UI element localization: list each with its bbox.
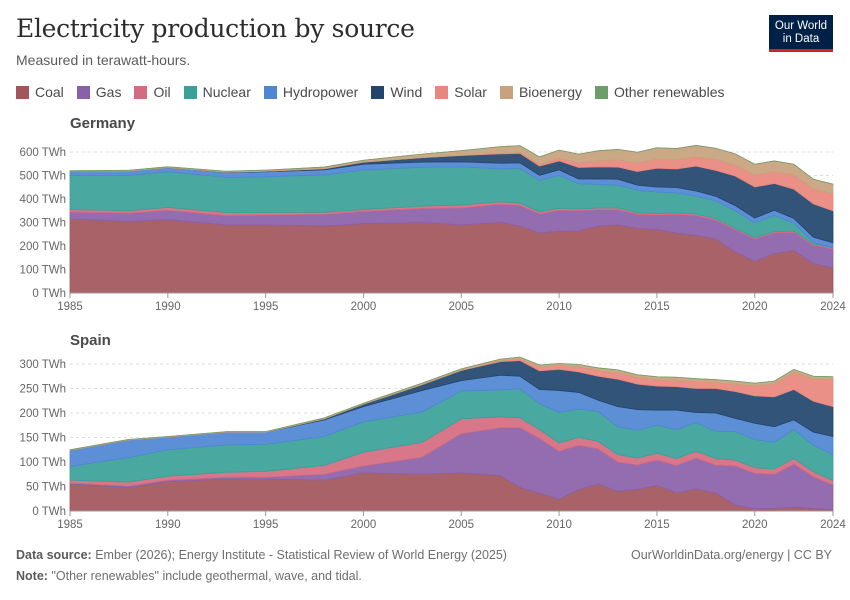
- y-tick-label: 100 TWh: [20, 265, 66, 277]
- legend-item-solar[interactable]: Solar: [435, 84, 487, 100]
- legend-item-bioenergy[interactable]: Bioenergy: [499, 84, 582, 100]
- chart-legend: Coal Gas Oil Nuclear Hydropower Wind Solar Bioe…: [16, 84, 738, 100]
- legend-swatch: [183, 85, 197, 99]
- note-label: Note:: [16, 569, 48, 583]
- y-tick-label: 0 TWh: [32, 288, 66, 300]
- y-tick-label: 300 TWh: [20, 359, 66, 371]
- y-tick-label: 200 TWh: [20, 408, 66, 420]
- legend-label: Coal: [35, 84, 64, 100]
- source-url-link[interactable]: OurWorldinData.org/energy | CC BY: [630, 548, 832, 562]
- x-tick-label: 2020: [742, 519, 768, 531]
- x-tick-label: 2015: [644, 519, 670, 531]
- legend-swatch: [594, 85, 608, 99]
- note-text: "Other renewables" include geothermal, w…: [51, 569, 362, 583]
- x-tick-label: 2015: [644, 301, 670, 313]
- legend-item-wind[interactable]: Wind: [371, 84, 422, 100]
- legend-label: Solar: [454, 84, 487, 100]
- x-tick-label: 2010: [546, 301, 572, 313]
- legend-label: Hydropower: [282, 84, 359, 100]
- panel-title: Germany: [70, 115, 136, 132]
- owid-logo[interactable]: Our World in Data: [769, 15, 833, 52]
- logo-line-2: in Data: [782, 33, 820, 45]
- legend-label: Other renewables: [613, 84, 725, 100]
- legend-label: Gas: [95, 84, 122, 100]
- area-other-renewables: [69, 356, 834, 451]
- x-tick-label: 2000: [351, 519, 377, 531]
- x-tick-label: 1990: [155, 519, 181, 531]
- x-tick-label: 1985: [57, 519, 83, 531]
- legend-item-coal[interactable]: Coal: [16, 84, 64, 100]
- data-source-label: Data source:: [16, 548, 92, 562]
- x-tick-label: 2020: [742, 301, 768, 313]
- logo-accent-bar: [769, 49, 833, 52]
- legend-swatch: [435, 85, 449, 99]
- legend-item-gas[interactable]: Gas: [76, 84, 122, 100]
- y-tick-label: 500 TWh: [20, 171, 66, 183]
- y-tick-label: 100 TWh: [20, 457, 66, 469]
- legend-label: Nuclear: [202, 84, 251, 100]
- area-other-renewables: [69, 145, 834, 185]
- legend-item-other-renewables[interactable]: Other renewables: [594, 84, 725, 100]
- y-tick-label: 50 TWh: [26, 482, 66, 494]
- x-tick-label: 2024: [820, 519, 846, 531]
- legend-label: Wind: [390, 84, 423, 100]
- data-source: Data source: Ember (2026); Energy Instit…: [16, 548, 507, 562]
- y-tick-label: 600 TWh: [20, 147, 66, 159]
- chart-title: Electricity production by source: [16, 14, 415, 43]
- chart-panel-spain: Spain 0 TWh 50 TWh 100 TWh 150 TWh 200 TWh 250…: [20, 332, 847, 531]
- legend-swatch: [16, 85, 29, 99]
- legend-item-nuclear[interactable]: Nuclear: [183, 84, 251, 100]
- x-tick-label: 2005: [448, 301, 474, 313]
- panel-title: Spain: [70, 332, 111, 349]
- legend-swatch: [134, 85, 148, 99]
- x-tick-label: 2010: [546, 519, 572, 531]
- legend-item-hydropower[interactable]: Hydropower: [263, 84, 359, 100]
- legend-swatch: [371, 85, 385, 99]
- y-tick-label: 150 TWh: [20, 433, 66, 445]
- x-tick-label: 2024: [820, 301, 846, 313]
- legend-label: Oil: [153, 84, 171, 100]
- x-tick-label: 1985: [57, 301, 83, 313]
- y-tick-label: 0 TWh: [32, 506, 66, 518]
- x-tick-label: 1995: [253, 301, 279, 313]
- x-tick-label: 1990: [155, 301, 181, 313]
- y-tick-label: 200 TWh: [20, 241, 66, 253]
- y-tick-label: 300 TWh: [20, 218, 66, 230]
- legend-item-oil[interactable]: Oil: [134, 84, 171, 100]
- x-tick-label: 2000: [351, 301, 377, 313]
- chart-panel-germany: Germany 0 TWh 100 TWh 200 TWh 300 TWh 400 TWh…: [20, 115, 847, 313]
- x-tick-label: 1995: [253, 519, 279, 531]
- y-tick-label: 250 TWh: [20, 384, 66, 396]
- legend-swatch: [499, 85, 513, 99]
- chart-note: Note: "Other renewables" include geother…: [16, 569, 362, 583]
- legend-swatch: [76, 85, 90, 99]
- data-source-text: Ember (2026); Energy Institute - Statist…: [95, 548, 507, 562]
- legend-label: Bioenergy: [518, 84, 582, 100]
- x-tick-label: 2005: [448, 519, 474, 531]
- legend-swatch: [263, 85, 277, 99]
- y-tick-label: 400 TWh: [20, 194, 66, 206]
- chart-subtitle: Measured in terawatt-hours.: [16, 52, 191, 68]
- logo-line-1: Our World: [774, 20, 828, 32]
